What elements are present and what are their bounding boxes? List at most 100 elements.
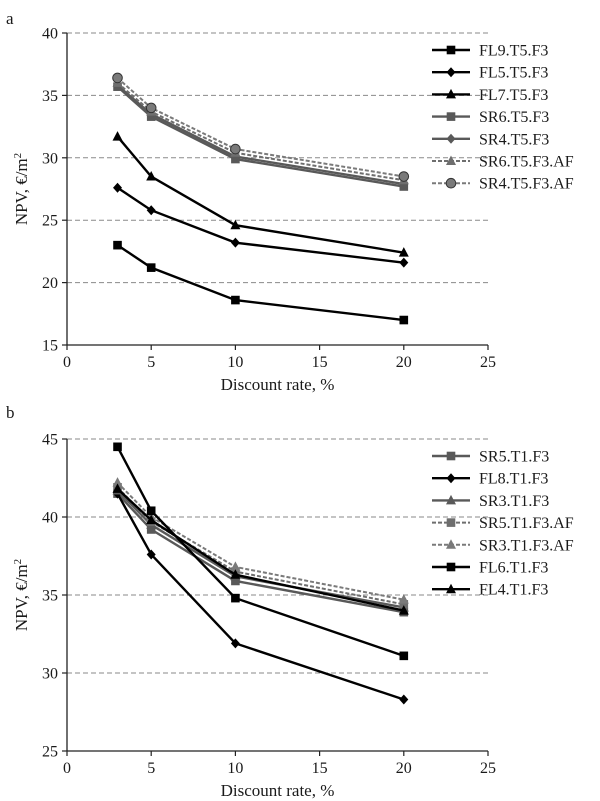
data-point (113, 182, 123, 193)
series-line (116, 186, 404, 264)
x-tick-label: 20 (396, 760, 412, 777)
data-point (146, 525, 156, 534)
data-point (145, 102, 157, 114)
data-point (112, 483, 123, 493)
legend: FL9.T5.F3 FL5.T5.F3 FL7.T5.F3 SR6.T5.F3 SR4.… (432, 43, 574, 193)
data-point (146, 506, 156, 516)
legend-entry: SR6.T5.F3 (479, 109, 549, 126)
data-point (231, 593, 240, 603)
y-tick-label: 35 (42, 588, 58, 605)
series-line (116, 492, 405, 614)
series-line (116, 244, 404, 322)
legend-marker (446, 88, 456, 99)
y-tick-label: 35 (42, 88, 58, 105)
data-point (146, 514, 157, 525)
legend-marker (446, 473, 456, 484)
data-point (146, 263, 156, 272)
legend-marker (445, 177, 457, 189)
data-point (399, 315, 409, 325)
series-line (116, 446, 405, 657)
legend-entry: FL9.T5.F3 (479, 43, 548, 60)
x-tick-label: 5 (147, 354, 155, 371)
data-point (399, 600, 409, 609)
series-FL4.T1.F3 (112, 483, 409, 615)
data-point (231, 576, 240, 586)
data-point (398, 594, 409, 604)
chart-panel-b: b 25 30 35 40 45 0 5 10 15 20 25 Discount rate, % NPV… (6, 403, 574, 800)
legend-marker (446, 67, 456, 78)
series-line (116, 481, 404, 601)
legend-entry: SR5.T1.F3.AF (479, 515, 574, 532)
legend-marker (446, 539, 456, 549)
legend-marker (446, 562, 456, 572)
legend-entry: FL6.T1.F3 (479, 560, 548, 577)
series-FL9.T5.F3 (113, 240, 409, 325)
data-point (398, 247, 409, 257)
legend-marker (446, 133, 456, 144)
y-tick-label: 40 (42, 26, 58, 43)
x-tick-label: 5 (147, 760, 155, 777)
y-axis-label: NPV, €/m2 (12, 153, 31, 225)
y-tick-label: 15 (42, 338, 58, 355)
series-line (116, 82, 404, 182)
data-point (398, 605, 409, 615)
series-line (116, 84, 404, 186)
data-point (230, 638, 240, 649)
data-point (230, 219, 241, 230)
legend-entry: SR5.T1.F3 (479, 449, 549, 466)
x-tick-label: 25 (480, 760, 496, 777)
x-tick-label: 10 (227, 354, 243, 371)
x-tick-label: 15 (312, 354, 328, 371)
data-point (398, 171, 410, 182)
series-line (116, 488, 405, 612)
series-FL7.T5.F3 (112, 131, 409, 257)
legend-marker (446, 155, 456, 165)
panel-label: b (6, 403, 15, 422)
data-point (231, 295, 240, 305)
legend-marker (446, 494, 456, 505)
legend-marker (446, 451, 456, 461)
legend-entry: FL4.T1.F3 (479, 582, 548, 599)
y-tick-label: 40 (42, 510, 58, 527)
x-tick-label: 15 (312, 760, 328, 777)
legend-entry: SR4.T5.F3 (479, 131, 549, 148)
y-tick-label: 45 (42, 432, 58, 449)
legend-marker (446, 583, 456, 594)
y-tick-label: 20 (42, 275, 58, 292)
data-point (113, 240, 122, 250)
series-line (116, 135, 404, 254)
data-point (399, 694, 409, 705)
y-tick-label: 25 (42, 744, 58, 761)
x-tick-label: 10 (227, 760, 243, 777)
series-line (116, 77, 404, 178)
data-point (230, 237, 240, 248)
series-line (116, 493, 405, 701)
data-point (399, 651, 409, 661)
legend-entry: SR3.T1.F3 (479, 493, 549, 510)
data-point (230, 569, 241, 579)
data-point (146, 549, 156, 560)
x-tick-label: 0 (63, 760, 71, 777)
legend-marker (446, 518, 456, 527)
x-tick-label: 0 (63, 354, 71, 371)
series-FL6.T1.F3 (113, 442, 409, 661)
series-SR4.T5.F3.AF (112, 72, 410, 182)
x-axis-label: Discount rate, % (221, 375, 335, 394)
y-tick-label: 30 (42, 150, 58, 167)
series-SR6.T5.F3.AF (112, 77, 409, 185)
legend-entry: FL8.T1.F3 (479, 471, 548, 488)
y-axis-label: NPV, €/m2 (12, 559, 31, 631)
series-SR5.T1.F3.AF (113, 483, 409, 609)
series-line (116, 85, 404, 188)
series-line (116, 489, 405, 609)
x-axis-label: Discount rate, % (221, 781, 335, 800)
data-point (112, 72, 123, 84)
data-point (399, 257, 409, 268)
data-point (146, 205, 156, 216)
data-point (112, 477, 123, 487)
legend-entry: FL5.T5.F3 (479, 65, 548, 82)
data-point (112, 131, 123, 141)
legend-marker (446, 112, 456, 121)
legend-entry: FL7.T5.F3 (479, 87, 548, 104)
